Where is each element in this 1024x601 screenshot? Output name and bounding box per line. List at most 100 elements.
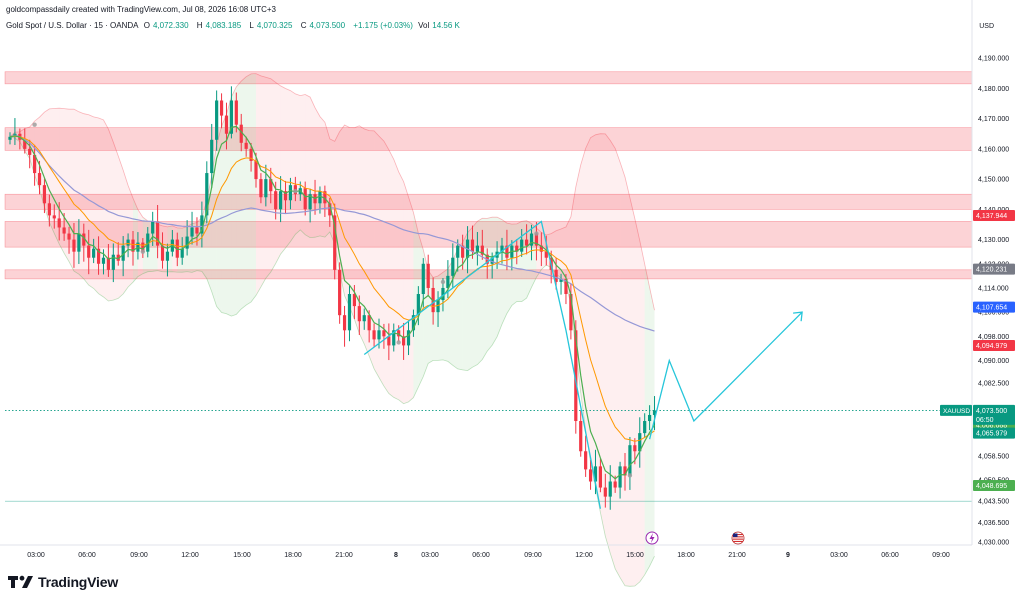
projection-path[interactable] (648, 311, 803, 440)
candle-body[interactable] (318, 191, 322, 204)
candle-body[interactable] (347, 294, 352, 331)
candle-body[interactable] (57, 218, 61, 228)
candle-body[interactable] (554, 269, 558, 282)
candle-body[interactable] (352, 294, 356, 307)
candle-body[interactable] (62, 227, 66, 234)
candle-body[interactable] (608, 481, 612, 497)
candle-body[interactable] (382, 330, 386, 337)
candle-body[interactable] (470, 239, 475, 252)
candle-body[interactable] (500, 245, 504, 252)
symbol-title[interactable]: Gold Spot / U.S. Dollar · 15 · OANDA (6, 21, 139, 30)
candle-body[interactable] (101, 257, 106, 264)
candle-body[interactable] (219, 100, 224, 116)
candle-body[interactable] (387, 336, 391, 346)
candle-body[interactable] (613, 481, 617, 488)
resistance-zone[interactable] (4, 193, 973, 210)
candle-body[interactable] (406, 330, 411, 346)
candle-body[interactable] (411, 315, 416, 331)
candle-body[interactable] (539, 245, 543, 252)
candle-body[interactable] (269, 179, 273, 192)
candle-body[interactable] (461, 245, 465, 258)
candle-body[interactable] (96, 248, 101, 264)
candle-body[interactable] (372, 330, 376, 340)
candle-body[interactable] (564, 278, 568, 295)
candle-body[interactable] (205, 173, 209, 216)
candle-body[interactable] (244, 142, 248, 149)
candle-body[interactable] (584, 451, 588, 470)
lightning-icon[interactable] (645, 531, 659, 545)
candle-body[interactable] (426, 263, 430, 288)
candle-body[interactable] (588, 469, 593, 482)
resistance-zone[interactable] (4, 71, 973, 85)
candle-body[interactable] (490, 257, 494, 264)
candle-body[interactable] (643, 421, 647, 434)
candle-body[interactable] (333, 215, 337, 270)
candle-body[interactable] (623, 466, 627, 476)
candle-body[interactable] (23, 139, 27, 149)
candle-body[interactable] (367, 315, 371, 331)
resistance-zone[interactable] (4, 221, 973, 248)
candle-body[interactable] (156, 221, 160, 246)
candle-body[interactable] (431, 287, 435, 313)
candle-body[interactable] (633, 445, 637, 452)
candle-body[interactable] (648, 414, 652, 422)
last-price-tag[interactable]: XAUUSD 4,073.500 06:50 (940, 404, 1015, 425)
candle-body[interactable] (342, 315, 347, 331)
candle-body[interactable] (520, 239, 524, 252)
candle-body[interactable] (397, 330, 401, 337)
candle-body[interactable] (185, 236, 189, 249)
candle-body[interactable] (92, 248, 96, 258)
candle-body[interactable] (303, 188, 307, 210)
candle-body[interactable] (446, 275, 450, 288)
candle-body[interactable] (72, 239, 76, 252)
candle-body[interactable] (544, 251, 548, 258)
candle-body[interactable] (8, 136, 12, 140)
candle-body[interactable] (618, 466, 622, 488)
candle-body[interactable] (652, 410, 657, 415)
candle-body[interactable] (357, 306, 361, 322)
price-label[interactable]: 4,094.979 (973, 339, 1015, 351)
candle-body[interactable] (534, 233, 539, 246)
candle-body[interactable] (175, 239, 179, 258)
us-flag-icon[interactable] (731, 531, 745, 545)
candle-body[interactable] (28, 148, 32, 155)
candle-body[interactable] (279, 191, 283, 210)
candle-body[interactable] (638, 433, 642, 452)
candle-body[interactable] (42, 185, 47, 204)
candle-body[interactable] (288, 185, 293, 201)
candle-body[interactable] (165, 251, 170, 261)
symbol-legend[interactable]: Gold Spot / U.S. Dollar · 15 · OANDA O 4,… (6, 21, 466, 30)
candle-body[interactable] (505, 245, 509, 258)
candle-body[interactable] (87, 245, 91, 258)
candle-body[interactable] (264, 179, 268, 198)
candle-body[interactable] (328, 203, 332, 216)
candle-body[interactable] (579, 421, 583, 452)
candle-body[interactable] (603, 487, 607, 497)
candle-body[interactable] (33, 154, 37, 174)
candle-body[interactable] (416, 294, 420, 316)
candle-body[interactable] (121, 245, 125, 261)
candle-body[interactable] (598, 466, 602, 488)
currency-label[interactable]: USD (979, 23, 994, 30)
candle-body[interactable] (515, 245, 519, 252)
candle-body[interactable] (274, 191, 278, 210)
candle-body[interactable] (525, 239, 529, 246)
candle-body[interactable] (239, 124, 243, 143)
candle-body[interactable] (480, 245, 484, 255)
trend-path[interactable] (363, 220, 602, 509)
resistance-zone[interactable] (4, 127, 973, 151)
candle-body[interactable] (131, 239, 135, 252)
candle-body[interactable] (392, 330, 396, 346)
candle-body[interactable] (529, 233, 534, 246)
candle-body[interactable] (259, 179, 263, 198)
candle-body[interactable] (106, 257, 110, 270)
candle-body[interactable] (160, 245, 165, 261)
tradingview-logo[interactable]: TradingView (8, 574, 118, 590)
candle-body[interactable] (229, 100, 233, 134)
candle-body[interactable] (569, 294, 573, 331)
candle-body[interactable] (249, 148, 253, 161)
candle-body[interactable] (126, 239, 130, 246)
candle-body[interactable] (224, 115, 229, 134)
candle-body[interactable] (200, 215, 204, 234)
